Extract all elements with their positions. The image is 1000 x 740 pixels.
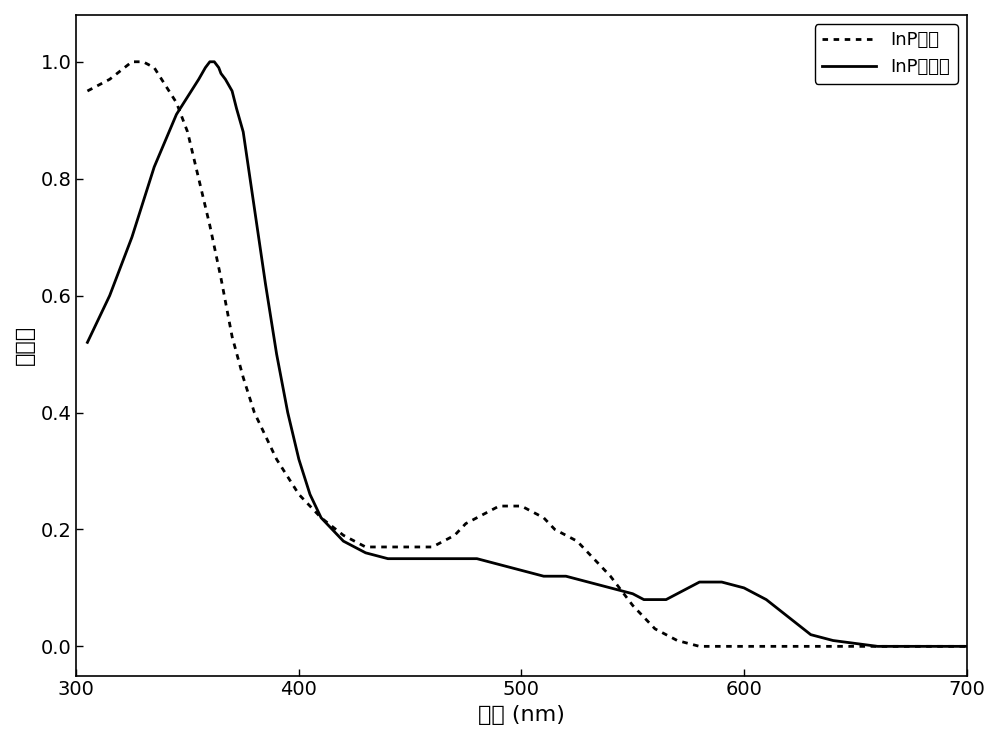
X-axis label: 波长 (nm): 波长 (nm)	[478, 705, 565, 725]
InP晶种	[549, 525, 561, 534]
InP晶种	[916, 642, 928, 650]
Legend: InP晶种, InP量子点: InP晶种, InP量子点	[815, 24, 958, 84]
InP量子点	[582, 578, 594, 587]
InP量子点	[81, 338, 93, 347]
InP量子点	[538, 572, 550, 581]
InP量子点	[382, 554, 394, 563]
InP晶种	[293, 490, 305, 499]
InP晶种	[126, 57, 138, 66]
InP量子点	[204, 57, 216, 66]
Y-axis label: 吸光度: 吸光度	[15, 325, 35, 366]
InP量子点	[449, 554, 461, 563]
Line: InP量子点: InP量子点	[87, 61, 967, 646]
InP量子点	[170, 110, 182, 119]
InP晶种	[237, 373, 249, 382]
InP量子点	[872, 642, 884, 650]
InP晶种	[282, 472, 294, 481]
InP量子点	[282, 408, 294, 417]
InP量子点	[961, 642, 973, 650]
InP晶种	[582, 548, 594, 557]
InP晶种	[81, 87, 93, 95]
Line: InP晶种: InP晶种	[87, 61, 967, 646]
InP晶种	[693, 642, 705, 650]
InP晶种	[961, 642, 973, 650]
